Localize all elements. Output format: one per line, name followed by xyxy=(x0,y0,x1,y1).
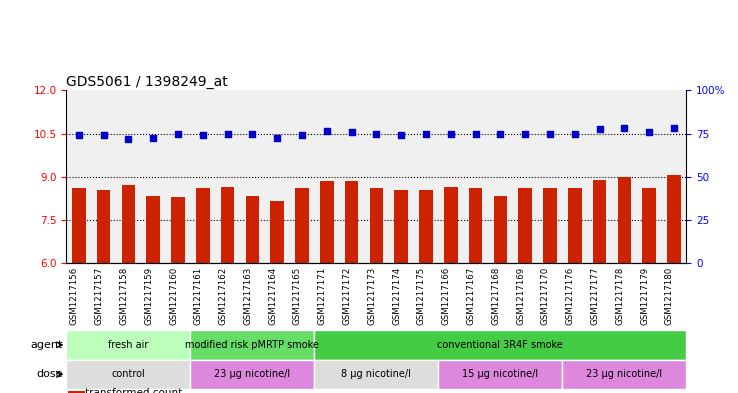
Text: GSM1217159: GSM1217159 xyxy=(144,266,154,325)
Text: GSM1217178: GSM1217178 xyxy=(615,266,624,325)
Point xyxy=(246,130,258,137)
Point xyxy=(420,130,432,137)
Point xyxy=(396,132,407,138)
Bar xyxy=(394,190,408,263)
Text: GSM1217167: GSM1217167 xyxy=(466,266,475,325)
Point xyxy=(296,132,308,138)
Bar xyxy=(345,181,359,263)
Bar xyxy=(66,330,190,360)
Text: control: control xyxy=(111,369,145,379)
Bar xyxy=(642,188,656,263)
Bar xyxy=(568,188,582,263)
Point xyxy=(370,130,382,137)
Point xyxy=(73,132,85,138)
Point xyxy=(644,129,655,135)
Point xyxy=(618,125,630,131)
Bar xyxy=(667,175,680,263)
Text: GSM1217177: GSM1217177 xyxy=(590,266,599,325)
Text: conventional 3R4F smoke: conventional 3R4F smoke xyxy=(438,340,563,350)
Bar xyxy=(494,196,507,263)
Text: GSM1217165: GSM1217165 xyxy=(293,266,302,325)
Bar xyxy=(97,190,111,263)
Point xyxy=(469,130,481,137)
Bar xyxy=(438,360,562,389)
Text: GSM1217160: GSM1217160 xyxy=(169,266,178,325)
Bar xyxy=(320,181,334,263)
Text: GSM1217170: GSM1217170 xyxy=(541,266,550,325)
Text: 23 μg nicotine/l: 23 μg nicotine/l xyxy=(586,369,663,379)
Bar xyxy=(146,196,160,263)
Bar xyxy=(618,177,631,263)
Text: GSM1217175: GSM1217175 xyxy=(417,266,426,325)
Bar xyxy=(444,187,458,263)
Text: GSM1217168: GSM1217168 xyxy=(492,266,500,325)
Text: GSM1217162: GSM1217162 xyxy=(218,266,227,325)
Bar xyxy=(370,188,383,263)
Text: GSM1217171: GSM1217171 xyxy=(318,266,327,325)
Text: GSM1217180: GSM1217180 xyxy=(665,266,674,325)
Bar xyxy=(221,187,235,263)
Bar xyxy=(295,188,308,263)
Bar xyxy=(543,188,556,263)
Bar xyxy=(314,360,438,389)
Point xyxy=(97,132,109,138)
Bar xyxy=(419,190,432,263)
Text: agent: agent xyxy=(30,340,63,350)
Bar xyxy=(314,330,686,360)
Bar xyxy=(122,185,135,263)
Text: GSM1217176: GSM1217176 xyxy=(566,266,575,325)
Bar xyxy=(72,188,86,263)
Text: GSM1217158: GSM1217158 xyxy=(120,266,128,325)
Text: 8 μg nicotine/l: 8 μg nicotine/l xyxy=(342,369,411,379)
Text: GSM1217163: GSM1217163 xyxy=(244,266,252,325)
Point xyxy=(172,130,184,137)
Point xyxy=(445,130,457,137)
Bar xyxy=(190,360,314,389)
Text: modified risk pMRTP smoke: modified risk pMRTP smoke xyxy=(185,340,320,350)
Bar xyxy=(469,188,483,263)
Text: transformed count: transformed count xyxy=(85,388,182,393)
Bar xyxy=(518,188,532,263)
Point xyxy=(569,130,581,137)
Bar xyxy=(593,180,607,263)
Text: GSM1217179: GSM1217179 xyxy=(640,266,649,325)
Bar xyxy=(270,201,284,263)
Point xyxy=(272,135,283,141)
Text: GSM1217156: GSM1217156 xyxy=(70,266,79,325)
Bar xyxy=(196,188,210,263)
Point xyxy=(345,129,357,135)
Bar xyxy=(66,360,190,389)
Point xyxy=(494,130,506,137)
Text: GSM1217166: GSM1217166 xyxy=(442,266,451,325)
Text: GSM1217157: GSM1217157 xyxy=(94,266,103,325)
Bar xyxy=(190,330,314,360)
Text: GSM1217169: GSM1217169 xyxy=(516,266,525,325)
Point xyxy=(544,130,556,137)
Text: 23 μg nicotine/l: 23 μg nicotine/l xyxy=(214,369,291,379)
Point xyxy=(123,136,134,143)
Text: GSM1217174: GSM1217174 xyxy=(392,266,401,325)
Point xyxy=(593,126,605,132)
Text: GSM1217164: GSM1217164 xyxy=(268,266,277,325)
Text: 15 μg nicotine/l: 15 μg nicotine/l xyxy=(462,369,539,379)
Point xyxy=(520,130,531,137)
Bar xyxy=(246,196,259,263)
Point xyxy=(668,125,680,131)
Text: GSM1217173: GSM1217173 xyxy=(368,266,376,325)
Point xyxy=(148,135,159,141)
Bar xyxy=(562,360,686,389)
Point xyxy=(321,128,333,134)
Bar xyxy=(171,197,184,263)
Text: GSM1217172: GSM1217172 xyxy=(342,266,351,325)
Text: GDS5061 / 1398249_at: GDS5061 / 1398249_at xyxy=(66,75,228,89)
Point xyxy=(197,132,209,138)
Text: fresh air: fresh air xyxy=(108,340,148,350)
Text: GSM1217161: GSM1217161 xyxy=(194,266,203,325)
Text: dose: dose xyxy=(36,369,63,379)
Point xyxy=(221,130,233,137)
